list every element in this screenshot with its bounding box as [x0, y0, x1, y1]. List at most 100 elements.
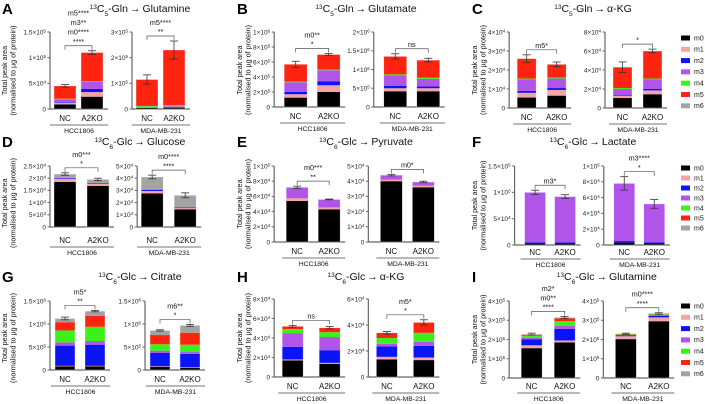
significance-bracket — [151, 169, 186, 175]
isotopologue-annotation: m5**** — [150, 18, 171, 27]
tick-base: 2.5×10 — [23, 163, 43, 170]
tick-exp: 4 — [43, 198, 46, 203]
tick-base: 0 — [596, 242, 600, 249]
bar-A2KO-segment-m4 — [163, 105, 185, 107]
tick-exp: 4 — [362, 295, 365, 300]
panel-title: 13C6-Glc → Citrate — [98, 271, 181, 286]
tick-base: 8×10 — [253, 179, 268, 186]
y-tick-label: 0 — [42, 367, 46, 374]
bar-NC-segment-m0 — [284, 97, 308, 107]
tick-exp: 5 — [43, 53, 46, 58]
bar-A2KO-segment-m4 — [547, 77, 567, 79]
y-axis-label: (normalised to µg of protein) — [244, 293, 253, 383]
legend-label-m2: m2 — [694, 326, 704, 333]
panel-title: 13C5-Gln → Glutamate — [315, 3, 416, 18]
x-tick-label: NC — [521, 113, 533, 122]
tick-exp: 5 — [268, 43, 271, 48]
panel-letter: E — [237, 134, 247, 151]
bar-NC-segment-m3 — [521, 337, 543, 340]
tick-exp: 5 — [125, 53, 128, 58]
bar-A2KO-segment-m0 — [87, 186, 109, 227]
bar-A2KO-segment-m1 — [318, 207, 341, 210]
tick-exp: 3 — [43, 211, 46, 216]
bar-A2KO-segment-m0 — [81, 96, 103, 109]
bar-A2KO-segment-m3 — [317, 70, 341, 82]
significance-bracket — [623, 171, 655, 176]
legend-swatch-m3 — [681, 69, 690, 75]
bar-A2KO-segment-m1 — [87, 183, 109, 187]
y-tick-label: 1.5×105 — [23, 28, 46, 37]
bar-NC-segment-m4 — [376, 338, 398, 344]
tick-base: 0 — [507, 242, 511, 249]
legend-label-m5: m5 — [694, 215, 704, 222]
tick-base: 1×10 — [582, 356, 597, 363]
tick-base: 1×10 — [493, 190, 508, 197]
title-hyphen: - — [117, 271, 121, 283]
y-axis-label: (normalised to µg of protein) — [9, 25, 18, 115]
bar-A2KO-segment-m5 — [547, 64, 567, 78]
bar-NC-segment-m1 — [517, 92, 537, 98]
title-hyphen: - — [334, 3, 338, 15]
group-label: HCC1806 — [297, 396, 327, 403]
y-tick-label: 4×104 — [253, 334, 271, 343]
tick-exp: 4 — [268, 223, 271, 228]
legend-label-m1: m1 — [694, 315, 704, 322]
bar-A2KO-segment-m4 — [81, 81, 103, 82]
legend-label-m0: m0 — [694, 303, 704, 310]
title-substrate: Glc — [579, 271, 595, 283]
x-tick-label: A2KO — [413, 382, 434, 391]
legend-label-m2: m2 — [694, 185, 704, 192]
legend-swatch-m4 — [681, 205, 690, 211]
title-product: Glucose — [147, 136, 186, 148]
panel-title: 13C6-Glc → Glutamine — [557, 271, 657, 286]
title-mass: 13 — [98, 272, 106, 279]
bar-A2KO-segment-m4 — [85, 326, 105, 342]
tick-exp: 4 — [268, 314, 271, 319]
bar-A2KO-segment-m5 — [180, 332, 200, 345]
title-hyphen: - — [338, 136, 342, 148]
isotopologue-annotation: m3**** — [629, 154, 650, 163]
group-label: HCC1806 — [298, 126, 328, 133]
tick-base: 2×10 — [582, 337, 597, 344]
bar-A2KO-segment-m2 — [554, 328, 576, 341]
tick-base: 1×10 — [353, 67, 368, 74]
y-tick-label: 5×103 — [29, 211, 47, 220]
title-hyphen: - — [108, 3, 112, 15]
group-label: MDA-MB-231 — [140, 128, 181, 135]
tick-base: 1×10 — [253, 163, 268, 170]
title-arrow: → — [356, 3, 367, 15]
x-tick-label: NC — [154, 375, 166, 384]
title-n: 6 — [565, 144, 569, 151]
bar-A2KO-segment-m0 — [180, 367, 200, 370]
bar-A2KO-segment-m5 — [81, 52, 103, 82]
bar-NC-segment-m2 — [284, 92, 308, 95]
tick-exp: 5 — [597, 162, 600, 167]
tick-exp: 5 — [125, 28, 128, 33]
tick-base: 2×10 — [488, 67, 503, 74]
tick-base: 4×10 — [253, 209, 268, 216]
bar-A2KO-segment-m2 — [85, 344, 105, 366]
group-label: MDA-MB-231 — [155, 389, 196, 396]
bar-A2KO-segment-m3 — [413, 341, 435, 346]
y-tick-label: 3×105 — [111, 28, 129, 37]
bar-NC-segment-m1 — [150, 366, 170, 367]
tick-base: 1×10 — [583, 163, 598, 170]
tick-exp: 5 — [597, 335, 600, 340]
bar-A2KO-segment-m4 — [413, 332, 435, 342]
y-axis-label: Total peak area — [235, 313, 244, 362]
bar-A2KO-segment-m1 — [413, 357, 435, 361]
y-tick-label: 1×104 — [347, 223, 365, 232]
title-mass: 13 — [315, 4, 323, 11]
legend-label-m4: m4 — [694, 205, 704, 212]
bar-NC-segment-m4 — [613, 88, 632, 89]
y-tick-label: 1×105 — [29, 53, 47, 62]
significance-label: * — [638, 163, 641, 172]
bar-NC-segment-m3 — [141, 189, 164, 190]
legend-swatch-m5 — [681, 215, 690, 221]
tick-base: 1×10 — [253, 29, 268, 36]
legend-label-m6: m6 — [694, 103, 704, 110]
bar-NC-segment-m0 — [613, 98, 632, 108]
tick-base: 1×10 — [488, 86, 503, 93]
